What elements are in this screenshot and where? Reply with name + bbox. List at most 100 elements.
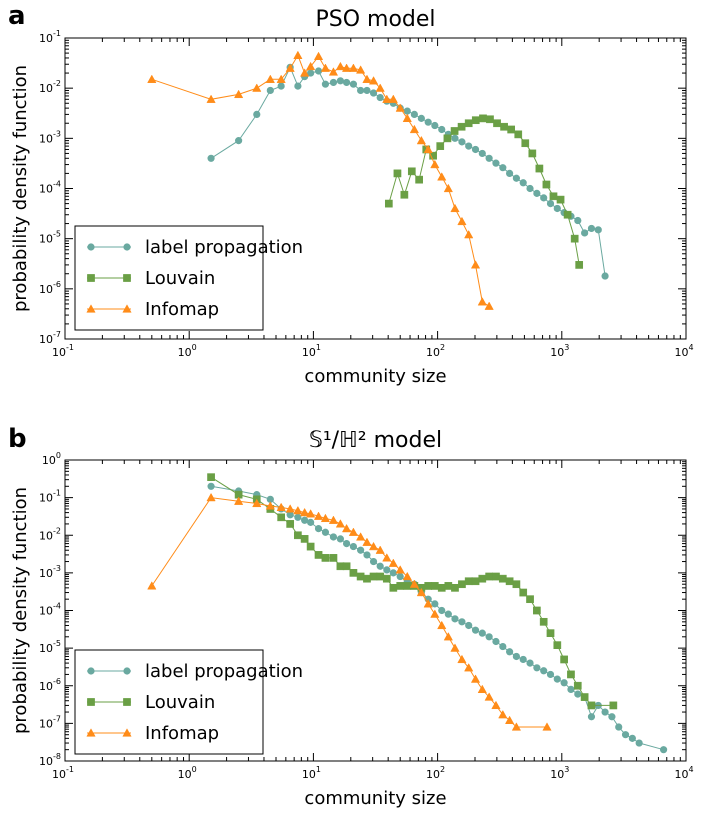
data-point-infomap	[484, 692, 494, 701]
data-point-label-propagation	[499, 642, 507, 651]
data-point-louvain	[505, 577, 514, 586]
data-point-louvain	[575, 261, 584, 269]
data-point-label-propagation	[465, 142, 473, 150]
data-point-infomap	[300, 68, 310, 77]
data-point-louvain	[560, 655, 568, 664]
y-axis-label: probability density function	[10, 65, 31, 312]
data-point-infomap	[320, 63, 331, 72]
data-point-infomap	[409, 124, 419, 134]
data-point-louvain	[306, 542, 315, 551]
data-point-label-propagation	[349, 542, 358, 551]
data-point-louvain	[609, 701, 618, 710]
data-point-label-propagation	[301, 516, 309, 524]
data-point-infomap	[265, 501, 275, 510]
data-point-louvain	[471, 116, 480, 125]
chart-title: PSO model	[315, 7, 435, 32]
data-point-louvain	[573, 681, 582, 690]
data-point-infomap	[443, 183, 453, 193]
data-point-infomap	[409, 579, 419, 588]
x-tick-label: 101	[302, 765, 321, 781]
data-point-louvain	[400, 190, 409, 199]
data-point-louvain	[567, 670, 575, 679]
data-point-label-propagation	[519, 655, 527, 664]
data-point-louvain	[553, 641, 562, 649]
data-point-infomap	[395, 103, 405, 112]
series-line-louvain	[388, 117, 580, 265]
data-point-louvain	[498, 574, 507, 583]
data-point-label-propagation	[207, 482, 215, 490]
data-point-infomap	[464, 229, 474, 239]
data-point-label-propagation	[546, 670, 555, 679]
data-point-infomap	[470, 260, 481, 269]
data-point-louvain	[521, 139, 530, 148]
data-point-infomap	[276, 74, 286, 83]
legend-marker-label-propagation	[123, 243, 131, 251]
data-point-louvain	[464, 577, 473, 586]
data-point-label-propagation	[560, 679, 568, 687]
data-point-louvain	[389, 583, 398, 592]
data-point-label-propagation	[277, 82, 285, 90]
legend-label-infomap: Infomap	[145, 299, 219, 320]
data-point-louvain	[514, 130, 523, 139]
data-point-infomap	[233, 89, 244, 99]
data-point-label-propagation	[458, 618, 466, 626]
data-point-louvain	[486, 115, 494, 124]
data-point-label-propagation	[615, 723, 623, 731]
y-tick-label: 10-7	[39, 330, 61, 346]
data-point-label-propagation	[321, 80, 330, 88]
data-point-infomap	[233, 496, 244, 505]
data-point-louvain	[300, 535, 309, 543]
data-point-label-propagation	[608, 713, 616, 721]
data-point-louvain	[424, 582, 433, 590]
data-point-label-propagation	[465, 621, 473, 630]
data-point-infomap	[341, 523, 352, 533]
data-point-infomap	[341, 63, 352, 72]
panel-label: b	[8, 424, 27, 454]
data-point-louvain	[321, 554, 330, 562]
data-point-infomap	[362, 537, 372, 546]
data-point-infomap	[491, 700, 501, 710]
data-point-infomap	[265, 74, 275, 83]
data-point-louvain	[369, 572, 378, 581]
data-point-infomap	[328, 67, 339, 76]
data-point-label-propagation	[266, 86, 274, 95]
data-point-label-propagation	[512, 174, 521, 182]
data-point-louvain	[493, 119, 501, 128]
data-point-label-propagation	[417, 114, 425, 122]
x-tick-label: 101	[302, 343, 321, 359]
data-point-infomap	[276, 502, 286, 512]
y-tick-label: 10-1	[39, 29, 61, 45]
data-point-label-propagation	[581, 229, 589, 237]
data-point-label-propagation	[207, 154, 215, 162]
data-point-louvain	[382, 574, 391, 583]
data-point-label-propagation	[499, 164, 507, 172]
data-point-label-propagation	[485, 154, 493, 162]
x-tick-label: 102	[426, 343, 445, 359]
data-point-label-propagation	[431, 600, 439, 608]
data-point-infomap	[464, 663, 474, 672]
data-point-louvain	[403, 582, 412, 590]
data-point-infomap	[355, 532, 366, 541]
data-point-louvain	[444, 582, 453, 590]
data-point-infomap	[300, 507, 310, 517]
data-point-infomap	[368, 76, 379, 85]
data-point-infomap	[285, 63, 295, 72]
legend: label propagation Louvain Infomap	[74, 649, 303, 755]
data-point-infomap	[306, 509, 316, 518]
data-point-louvain	[464, 119, 473, 128]
data-point-louvain	[471, 577, 480, 586]
x-tick-label: 103	[550, 343, 569, 359]
data-point-label-propagation	[512, 652, 521, 661]
data-point-louvain	[450, 127, 459, 135]
data-point-louvain	[277, 513, 286, 522]
data-point-louvain	[570, 234, 579, 243]
data-point-louvain	[407, 167, 416, 176]
data-point-louvain	[580, 693, 589, 701]
data-point-label-propagation	[574, 216, 582, 225]
data-point-infomap	[206, 492, 216, 502]
data-point-label-propagation	[235, 137, 243, 145]
data-point-infomap	[382, 553, 392, 562]
data-point-louvain	[437, 583, 446, 592]
data-point-louvain	[457, 122, 466, 131]
legend-marker-label-propagation	[87, 667, 95, 675]
